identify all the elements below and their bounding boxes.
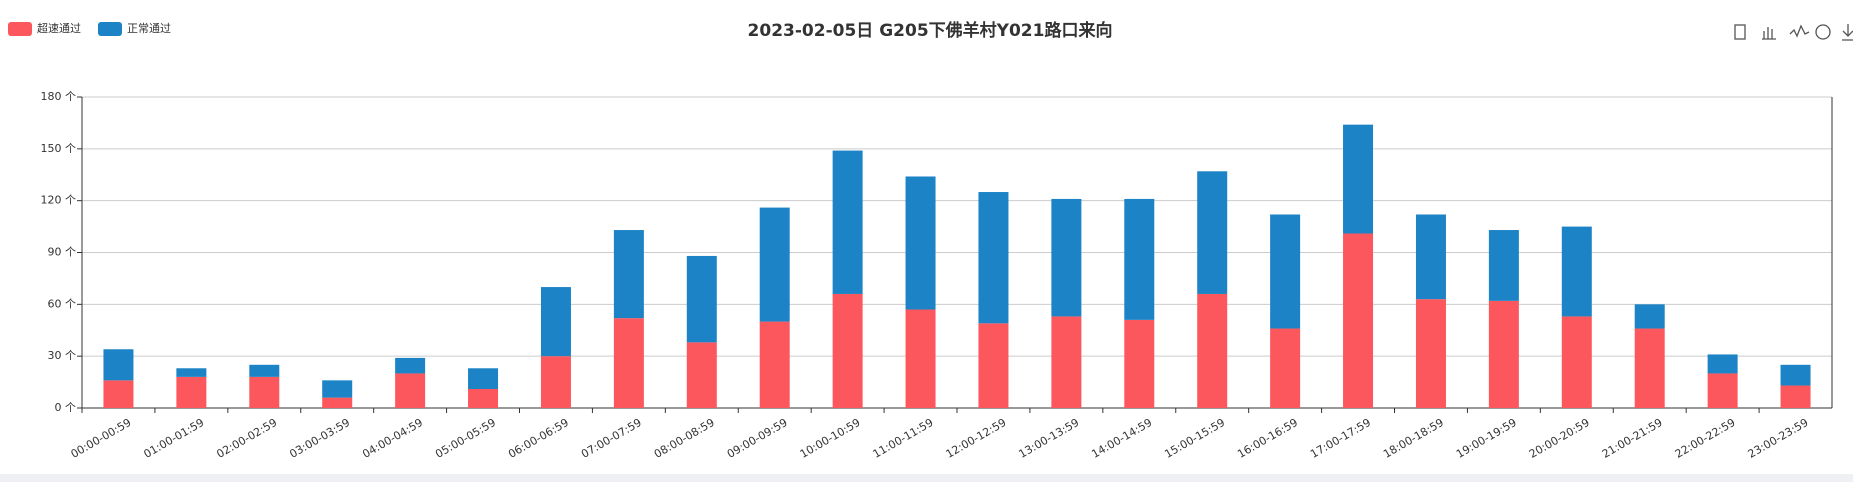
x-tick-label: 10:00-10:59 [798,416,863,461]
y-tick-label: 180 个 [41,90,77,103]
x-tick-label: 13:00-13:59 [1017,416,1082,461]
y-tick-label: 150 个 [41,142,77,155]
bar-segment [1561,316,1592,408]
bar-segment [103,380,134,408]
x-tick-label: 05:00-05:59 [433,416,498,461]
x-tick-label: 17:00-17:59 [1308,416,1373,461]
bar-segment [1124,198,1155,320]
bar-segment [1270,328,1301,408]
bar-segment [1415,214,1446,300]
bar-segment [1780,364,1811,386]
chart-title: 2023-02-05日 G205下佛羊村Y021路口来向 [748,20,1113,41]
bar-segment [1270,214,1301,329]
legend-swatch [8,22,32,36]
y-tick-label: 0 个 [55,401,77,414]
bar-segment [1780,385,1811,408]
x-tick-label: 02:00-02:59 [214,416,279,461]
bottom-strip [0,474,1853,482]
x-tick-label: 09:00-09:59 [725,416,790,461]
bar-segment [1488,230,1519,301]
bar-segment [249,364,280,377]
bar-segment [1051,316,1082,408]
bar-segment [103,349,134,381]
bar-segment [1634,328,1665,408]
bar-segment [540,356,571,408]
bar-segment [832,293,863,408]
bar-segment [832,150,863,294]
y-tick-label: 90 个 [48,246,77,259]
legend-swatch [98,22,122,36]
bar-segment [1197,171,1228,294]
x-tick-label: 12:00-12:59 [944,416,1009,461]
legend: 超速通过 正常通过 [8,21,171,36]
bar-segment [978,323,1009,408]
x-tick-label: 15:00-15:59 [1162,416,1227,461]
x-tick-label: 19:00-19:59 [1454,416,1519,461]
bar-segment [468,388,499,408]
bar-segment [1124,319,1155,408]
bar-segment [395,373,426,408]
bar-segment [1343,233,1374,408]
x-tick-label: 16:00-16:59 [1235,416,1300,461]
bar-segment [978,192,1009,324]
toolbox[interactable] [1734,24,1853,41]
bar-segment [540,287,571,357]
bar-segment [1634,304,1665,329]
x-tick-label: 03:00-03:59 [287,416,352,461]
bar-segment [1561,226,1592,317]
bar-segment [1707,373,1738,408]
x-tick-label: 00:00-00:59 [69,416,134,461]
bar-segment [1415,299,1446,408]
bar-segment [759,321,790,408]
x-tick-label: 22:00-22:59 [1673,416,1738,461]
bar-segment [686,342,717,408]
x-tick-label: 07:00-07:59 [579,416,644,461]
bar-segment [1197,293,1228,408]
bar-segment [613,318,644,408]
legend-label: 正常通过 [127,22,171,35]
x-tick-label: 14:00-14:59 [1089,416,1154,461]
x-tick-label: 20:00-20:59 [1527,416,1592,461]
bar-segment [905,309,936,408]
bar-segment [1343,124,1374,234]
bar-segment [1051,198,1082,317]
y-tick-label: 120 个 [41,194,77,207]
y-tick-label: 60 个 [48,297,77,310]
x-tick-label: 23:00-23:59 [1746,416,1811,461]
x-tick-label: 08:00-08:59 [652,416,717,461]
bar-segment [759,207,790,322]
bar-segment [468,368,499,389]
x-tick-label: 11:00-11:59 [871,416,936,461]
x-tick-label: 04:00-04:59 [360,416,425,461]
x-tick-label: 21:00-21:59 [1600,416,1665,461]
x-tick-label: 01:00-01:59 [142,416,207,461]
bar-segment [322,397,353,408]
legend-label: 超速通过 [37,21,81,35]
bar-segment [1707,354,1738,374]
bar-segment [905,176,936,310]
bar-segment [176,376,207,408]
bar-segment [686,255,717,343]
bar-segment [322,380,353,398]
bar-segment [395,357,426,374]
bar-segment [613,230,644,319]
y-tick-label: 30 个 [48,349,77,362]
x-tick-label: 06:00-06:59 [506,416,571,461]
x-tick-label: 18:00-18:59 [1381,416,1446,461]
bar-segment [249,376,280,408]
bar-segment [176,368,207,377]
bar-segment [1488,300,1519,408]
